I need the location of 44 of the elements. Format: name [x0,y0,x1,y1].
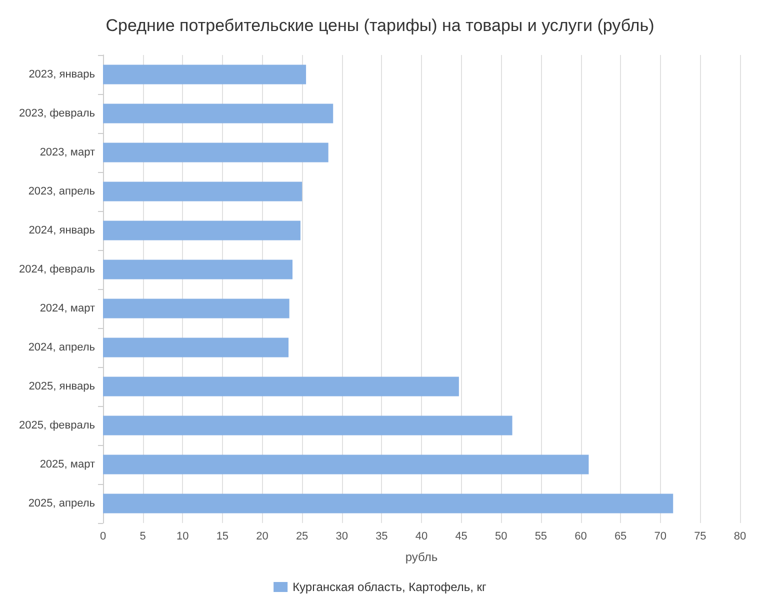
x-tick-label: 60 [574,530,587,542]
y-tick-label: 2024, апрель [28,342,96,354]
x-tick-label: 70 [654,530,666,542]
x-tick-label: 40 [415,530,428,542]
x-tick-label: 30 [336,530,348,542]
y-tick-label: 2023, март [40,146,95,158]
bar [103,338,289,358]
y-tick-label: 2023, январь [28,68,96,80]
y-tick-label: 2023, апрель [28,186,96,198]
x-tick-label: 15 [216,530,229,542]
bar [103,416,512,436]
x-tick-label: 50 [495,530,508,542]
bar [103,220,300,240]
y-tick-label: 2024, январь [28,224,96,236]
x-tick-label: 75 [694,530,706,542]
y-tick-label: 2024, февраль [19,264,96,276]
y-tick-label: 2024, март [40,302,95,314]
y-tick-label: 2025, апрель [28,498,96,510]
bar [103,182,302,202]
bar [103,298,290,318]
y-tick-label: 2023, февраль [19,108,96,120]
bar [103,64,306,84]
x-tick-label: 35 [376,530,388,542]
bar [103,494,674,514]
x-tick-label: 80 [734,530,746,542]
x-axis-title: рубль [405,550,438,564]
bar [103,454,589,474]
bar [103,260,293,280]
bar [103,104,334,124]
bar [103,376,459,396]
y-tick-label: 2025, февраль [19,420,96,432]
x-tick-label: 55 [534,530,548,542]
x-tick-label: 45 [455,530,468,542]
bar [103,142,328,162]
x-tick-label: 0 [100,530,106,542]
x-tick-label: 20 [256,530,268,542]
x-tick-label: 65 [614,530,627,542]
y-tick-label: 2025, январь [28,380,96,392]
x-tick-label: 10 [176,530,189,542]
y-tick-label: 2025, март [40,458,95,470]
chart-title: Средние потребительские цены (тарифы) на товары и услуги (рубль) [106,16,654,35]
x-tick-label: 25 [296,530,308,542]
legend-label: Курганская область, Картофель, кг [292,580,488,594]
x-tick-label: 5 [140,530,146,542]
